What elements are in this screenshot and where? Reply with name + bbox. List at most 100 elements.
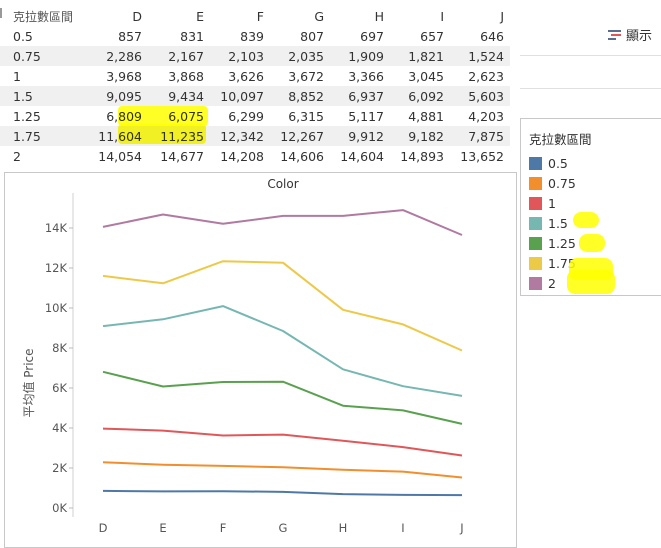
table-cell: 3,968 — [106, 69, 142, 84]
legend-label: 0.5 — [548, 156, 568, 171]
table-header-row: 克拉數區間 D E F G H I J — [0, 6, 510, 26]
highlight-mark — [573, 212, 599, 228]
table-cell: 12,267 — [280, 129, 324, 144]
series-line-1.5 — [102, 305, 463, 397]
legend-swatch — [529, 277, 542, 290]
legend-swatch — [529, 157, 542, 170]
table-cell: 10,097 — [220, 89, 264, 104]
table-cell: 807 — [300, 29, 324, 44]
highlight-mark — [567, 270, 615, 294]
x-tick-label: E — [159, 521, 166, 535]
row-label: 1.75 — [13, 129, 41, 144]
legend-label: 2 — [548, 276, 556, 291]
y-tick-label: 4K — [52, 421, 67, 435]
line-chart: Color 0K 2K 4K 6K 8K 10K 12K 14K 平均值 Price D E F G H I J — [21, 177, 464, 535]
x-tick-label: F — [220, 521, 227, 535]
legend-swatch — [529, 197, 542, 210]
table-cell: 6,937 — [348, 89, 384, 104]
chart-panel: Color 0K 2K 4K 6K 8K 10K 12K 14K 平均值 Price D E F G H I J — [4, 172, 517, 548]
table-cell: 14,054 — [98, 149, 142, 164]
y-tick-label: 2K — [52, 461, 67, 475]
table-cell: 9,912 — [348, 129, 384, 144]
legend-label: 1.75 — [548, 256, 576, 271]
y-axis-label: 平均值 Price — [21, 348, 36, 417]
table-cell: 3,672 — [288, 69, 324, 84]
series-line-2 — [102, 209, 463, 236]
row-label: 2 — [13, 149, 21, 164]
series-line-1 — [102, 427, 463, 457]
legend-swatch — [529, 177, 542, 190]
table-cell: 7,875 — [468, 129, 504, 144]
legend-swatch — [529, 237, 542, 250]
table-cell: 857 — [118, 29, 142, 44]
y-tick-label: 0K — [52, 501, 67, 515]
row-label: 1.5 — [13, 89, 33, 104]
table-cell: 1,524 — [468, 49, 504, 64]
table-row: 0.75 2,286 2,167 2,103 2,035 1,909 1,821 1,524 — [0, 46, 510, 66]
column-header: D — [132, 9, 142, 24]
table-cell: 3,626 — [228, 69, 264, 84]
table-cell: 2,286 — [106, 49, 142, 64]
table-cell: 13,652 — [460, 149, 504, 164]
table-cell: 9,095 — [106, 89, 142, 104]
table-cell: 646 — [480, 29, 504, 44]
table-cell: 14,606 — [280, 149, 324, 164]
column-header: J — [500, 9, 504, 24]
row-label: 0.75 — [13, 49, 41, 64]
table-cell: 14,604 — [340, 149, 384, 164]
show-button[interactable]: 顯示 — [608, 25, 652, 44]
table-cell: 12,342 — [220, 129, 264, 144]
table-cell: 6,299 — [228, 109, 264, 124]
table-cell: 6,092 — [408, 89, 444, 104]
legend-label: 1.5 — [548, 216, 568, 231]
table-cell: 2,035 — [288, 49, 324, 64]
row-label: 1.25 — [13, 109, 41, 124]
legend: 克拉數區間 0.5 0.75 1 1.5 1.25 1.75 2 — [520, 118, 661, 296]
x-tick-label: I — [401, 521, 404, 535]
series-line-1.75 — [102, 260, 463, 352]
column-header: E — [196, 9, 204, 24]
y-tick-label: 12K — [45, 261, 68, 275]
y-tick-label: 6K — [52, 381, 67, 395]
series-line-0.5 — [102, 489, 463, 497]
show-label: 顯示 — [626, 29, 653, 44]
table-row: 1.5 9,095 9,434 10,097 8,852 6,937 6,092 5,603 — [0, 86, 510, 106]
x-tick-label: G — [279, 521, 288, 535]
table-cell: 839 — [240, 29, 264, 44]
table-cell: 1,909 — [348, 49, 384, 64]
table-cell: 2,623 — [468, 69, 504, 84]
table-cell: 8,852 — [288, 89, 324, 104]
chart-title: Color — [267, 177, 298, 191]
column-header: I — [440, 9, 444, 24]
divider — [520, 88, 661, 89]
y-tick-label: 10K — [45, 301, 68, 315]
legend-label: 1.25 — [548, 236, 576, 251]
table-cell: 831 — [180, 29, 204, 44]
x-tick-label: J — [459, 521, 463, 535]
y-tick-label: 14K — [45, 221, 68, 235]
table-cell: 4,881 — [408, 109, 444, 124]
column-header: H — [374, 9, 384, 24]
column-header: G — [314, 9, 324, 24]
table-cell: 3,366 — [348, 69, 384, 84]
table-cell: 5,117 — [348, 109, 384, 124]
highlight-mark — [579, 234, 605, 252]
column-header: F — [256, 9, 264, 24]
table-row: 2 14,054 14,677 14,208 14,606 14,604 14,893 13,… — [0, 146, 510, 166]
table-cell: 14,893 — [400, 149, 444, 164]
table-cell: 14,677 — [160, 149, 204, 164]
highlight-mark — [118, 124, 206, 144]
table-cell: 657 — [420, 29, 444, 44]
x-tick-label: D — [99, 521, 108, 535]
table-cell: 9,434 — [168, 89, 204, 104]
table-cell: 697 — [360, 29, 384, 44]
legend-label: 0.75 — [548, 176, 576, 191]
table-row: 1 3,968 3,868 3,626 3,672 3,366 3,045 2,623 — [0, 66, 510, 86]
edge-marker — [0, 8, 2, 18]
table-cell: 6,315 — [288, 109, 324, 124]
table-row: 0.5 857 831 839 807 697 657 646 — [0, 26, 510, 46]
table-cell: 5,603 — [468, 89, 504, 104]
row-header-label: 克拉數區間 — [13, 10, 74, 24]
bars-icon — [608, 30, 621, 40]
